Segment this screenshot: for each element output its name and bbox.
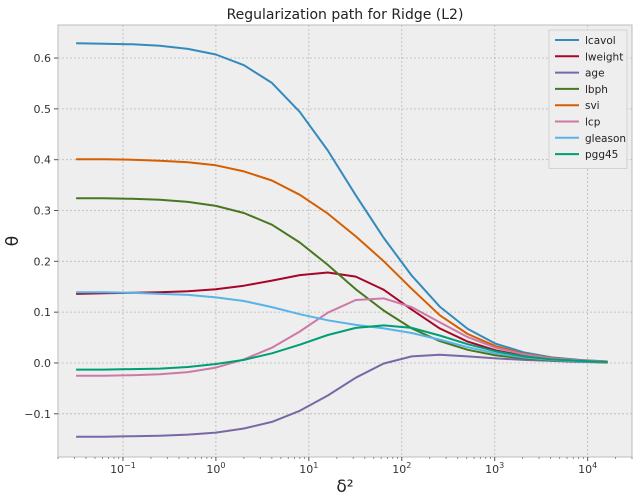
y-tick-label: 0.3	[34, 205, 52, 218]
plot-frame	[57, 24, 633, 458]
series-line-age	[76, 353, 608, 438]
legend-label-age: age	[585, 68, 605, 80]
legend-label-gleason: gleason	[585, 133, 626, 145]
series-line-gleason	[76, 291, 608, 363]
x-tick-label: 103	[485, 461, 504, 476]
x-tick-label: 102	[392, 461, 411, 476]
plot-area	[58, 25, 632, 457]
legend-label-lcavol: lcavol	[585, 35, 616, 47]
x-axis-label: δ²	[336, 477, 353, 497]
y-tick-label: 0.6	[34, 52, 52, 65]
x-tick-label: 100	[206, 461, 225, 476]
legend-label-pgg45: pgg45	[585, 149, 618, 161]
y-tick-label: −0.1	[24, 408, 51, 421]
legend-label-lcp: lcp	[585, 117, 601, 129]
x-tick-label: 10−1	[110, 461, 136, 476]
legend-label-lweight: lweight	[585, 51, 623, 63]
chart-title: Regularization path for Ridge (L2)	[227, 7, 464, 23]
y-tick-label: 0.0	[34, 357, 52, 370]
series-line-pgg45	[76, 324, 608, 371]
axis-ticks: −0.1 0.0 0.1 0.2 0.3 0.4 0.5 0.6 10−1 100 101 102 10…	[24, 52, 633, 476]
series-line-lcavol	[76, 42, 608, 363]
y-axis-label: θ	[3, 236, 23, 246]
y-tick-label: 0.2	[34, 255, 52, 268]
legend-label-lbph: lbph	[585, 84, 608, 96]
x-tick-label: 104	[578, 461, 597, 476]
legend-label-svi: svi	[585, 100, 600, 112]
x-tick-label: 101	[299, 461, 318, 476]
series-lines	[76, 42, 608, 438]
legend-box	[548, 29, 628, 169]
legend: lcavol lweight age lbph svi lcp gleason pgg45	[548, 29, 628, 169]
series-line-lcp	[76, 297, 608, 377]
y-tick-label: 0.1	[34, 306, 52, 319]
y-tick-label: 0.4	[34, 154, 52, 167]
y-tick-label: 0.5	[34, 103, 52, 116]
series-line-lbph	[76, 197, 608, 364]
